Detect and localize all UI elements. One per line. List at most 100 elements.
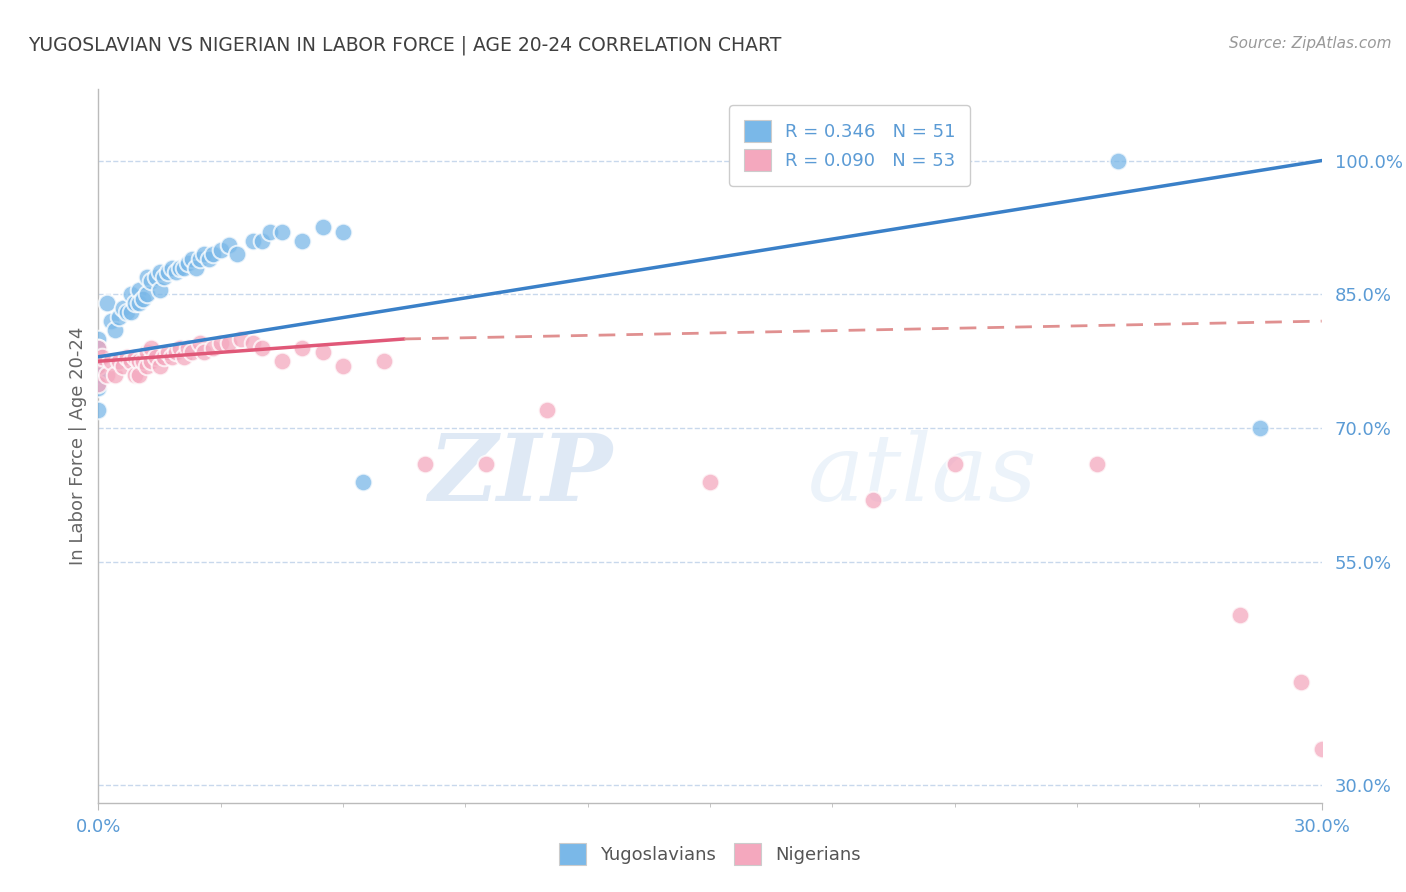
Point — [291, 234, 314, 248]
Point — [87, 376, 110, 391]
Point — [943, 162, 966, 177]
Point — [132, 292, 155, 306]
Point — [120, 287, 142, 301]
Point — [209, 243, 232, 257]
Point — [128, 296, 150, 310]
Point — [181, 345, 204, 359]
Point — [186, 260, 208, 275]
Point — [193, 247, 215, 261]
Point — [291, 341, 314, 355]
Point — [332, 225, 354, 239]
Point — [100, 314, 122, 328]
Point — [120, 354, 142, 368]
Text: ZIP: ZIP — [427, 430, 612, 519]
Point — [96, 296, 118, 310]
Point — [141, 274, 163, 288]
Point — [169, 260, 191, 275]
Point — [201, 341, 224, 355]
Point — [128, 354, 150, 368]
Point — [87, 359, 110, 373]
Point — [218, 336, 240, 351]
Point — [312, 345, 335, 359]
Point — [91, 350, 114, 364]
Point — [250, 341, 273, 355]
Point — [259, 225, 281, 239]
Point — [169, 341, 191, 355]
Point — [188, 336, 212, 351]
Point — [136, 345, 159, 359]
Point — [145, 269, 167, 284]
Point — [108, 310, 131, 324]
Point — [352, 475, 374, 489]
Point — [141, 341, 163, 355]
Point — [149, 359, 172, 373]
Point — [132, 354, 155, 368]
Point — [181, 252, 204, 266]
Point — [242, 234, 264, 248]
Point — [87, 332, 110, 346]
Point — [536, 403, 558, 417]
Point — [136, 287, 159, 301]
Point — [160, 350, 183, 364]
Point — [270, 225, 294, 239]
Point — [173, 260, 195, 275]
Point — [104, 323, 127, 337]
Point — [111, 301, 134, 315]
Point — [1249, 421, 1271, 435]
Point — [87, 341, 110, 355]
Point — [209, 336, 232, 351]
Point — [141, 354, 163, 368]
Point — [87, 354, 110, 368]
Point — [218, 238, 240, 252]
Point — [1085, 457, 1108, 471]
Point — [699, 475, 721, 489]
Point — [1107, 153, 1129, 168]
Point — [242, 336, 264, 351]
Text: Source: ZipAtlas.com: Source: ZipAtlas.com — [1229, 36, 1392, 51]
Point — [87, 368, 110, 382]
Point — [1229, 608, 1251, 623]
Point — [188, 252, 212, 266]
Point — [152, 350, 174, 364]
Point — [250, 234, 273, 248]
Point — [152, 269, 174, 284]
Point — [149, 265, 172, 279]
Point — [156, 265, 179, 279]
Point — [87, 403, 110, 417]
Point — [115, 305, 138, 319]
Point — [197, 252, 219, 266]
Point — [173, 350, 195, 364]
Point — [120, 305, 142, 319]
Y-axis label: In Labor Force | Age 20-24: In Labor Force | Age 20-24 — [69, 326, 87, 566]
Point — [149, 283, 172, 297]
Point — [270, 354, 294, 368]
Point — [128, 368, 150, 382]
Point — [1310, 742, 1333, 756]
Legend: Yugoslavians, Nigerians: Yugoslavians, Nigerians — [544, 829, 876, 880]
Point — [100, 354, 122, 368]
Point — [201, 247, 224, 261]
Point — [165, 265, 187, 279]
Point — [165, 345, 187, 359]
Point — [474, 457, 498, 471]
Point — [111, 359, 134, 373]
Point — [1291, 675, 1313, 690]
Point — [136, 359, 159, 373]
Point — [124, 350, 146, 364]
Point — [332, 359, 354, 373]
Point — [413, 457, 436, 471]
Point — [156, 345, 179, 359]
Text: YUGOSLAVIAN VS NIGERIAN IN LABOR FORCE | AGE 20-24 CORRELATION CHART: YUGOSLAVIAN VS NIGERIAN IN LABOR FORCE |… — [28, 36, 782, 55]
Point — [108, 354, 131, 368]
Point — [226, 247, 249, 261]
Point — [312, 220, 335, 235]
Point — [124, 368, 146, 382]
Point — [115, 350, 138, 364]
Point — [177, 256, 200, 270]
Point — [96, 368, 118, 382]
Point — [943, 457, 966, 471]
Point — [104, 368, 127, 382]
Point — [177, 341, 200, 355]
Point — [862, 492, 884, 507]
Point — [193, 345, 215, 359]
